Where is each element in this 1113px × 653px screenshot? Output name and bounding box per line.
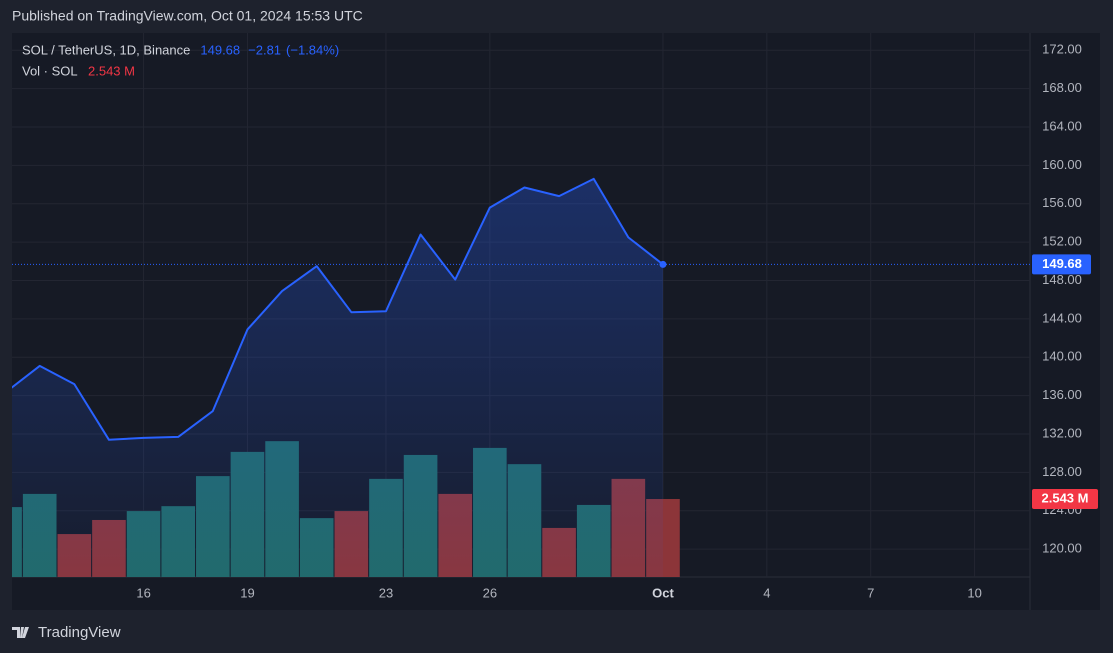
price-line — [12, 177, 664, 441]
y-tick-label: 128.00 — [1042, 464, 1082, 479]
symbol-name: SOL / TetherUS, 1D, Binance — [22, 42, 190, 57]
y-tick-label: 136.00 — [1042, 387, 1082, 402]
y-tick-label: 148.00 — [1042, 272, 1082, 287]
y-tick-label: 172.00 — [1042, 42, 1082, 57]
logo-icon — [12, 627, 29, 638]
x-tick-label: 19 — [240, 585, 254, 600]
price-badge — [1032, 254, 1091, 275]
volume-badge-label: 2.543 M — [1042, 490, 1089, 505]
published-note: Published on TradingView.com, Oct 01, 20… — [12, 8, 363, 24]
y-tick-label: 160.00 — [1042, 157, 1082, 172]
change-percent: (−1.84%) — [286, 42, 339, 57]
x-tick-label: Oct — [652, 585, 674, 600]
price-badge-label: 149.68 — [1042, 256, 1082, 271]
last-price: 149.68 — [200, 42, 240, 57]
volume-name: Vol · SOL — [22, 63, 78, 78]
y-tick-label: 168.00 — [1042, 80, 1082, 95]
y-tick-label: 156.00 — [1042, 195, 1082, 210]
x-tick-label: 26 — [483, 585, 497, 600]
price-area — [12, 178, 663, 577]
y-tick-label: 164.00 — [1042, 118, 1082, 133]
y-tick-label: 132.00 — [1042, 425, 1082, 440]
x-tick-label: 10 — [967, 585, 981, 600]
y-tick-label: 140.00 — [1042, 349, 1082, 364]
y-tick-label: 120.00 — [1042, 541, 1082, 556]
plot — [12, 33, 1030, 577]
last-point — [659, 260, 667, 268]
x-tick-label: 7 — [867, 585, 874, 600]
change: −2.81 — [248, 42, 281, 57]
volume-last: 2.543 M — [88, 63, 135, 78]
y-tick-label: 144.00 — [1042, 310, 1082, 325]
y-tick-label: 152.00 — [1042, 234, 1082, 249]
brand: TradingView — [38, 624, 121, 641]
volume-badge — [1032, 489, 1098, 510]
x-tick-label: 23 — [379, 585, 393, 600]
x-tick-label: 4 — [763, 585, 770, 600]
x-tick-label: 16 — [136, 585, 150, 600]
logo: TradingView — [12, 624, 121, 641]
